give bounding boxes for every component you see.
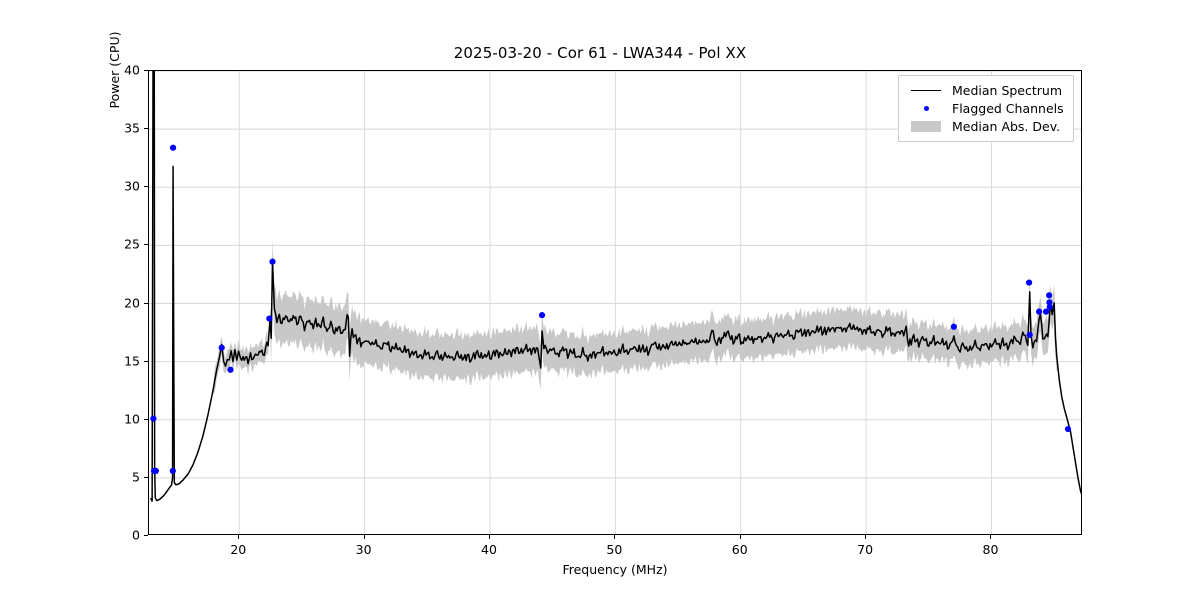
flagged-channel-point (1064, 425, 1072, 433)
x-tick-mark (865, 535, 867, 539)
x-tick-mark (363, 535, 365, 539)
legend: Median Spectrum Flagged Channels Median … (898, 75, 1074, 142)
x-tick-label: 70 (857, 542, 874, 557)
x-tick-label: 20 (230, 542, 247, 557)
x-tick-label: 50 (606, 542, 623, 557)
legend-line-icon (906, 89, 946, 91)
y-tick-label: 5 (132, 469, 140, 485)
flagged-channel-point (1026, 331, 1033, 338)
x-tick-label: 60 (731, 542, 748, 557)
flagged-channel-point (1042, 308, 1050, 315)
x-tick-mark (739, 535, 741, 539)
flagged-channel-point (1025, 279, 1033, 286)
flagged-channel-point (538, 312, 546, 319)
flagged-channel-point (1046, 299, 1053, 306)
x-tick-label: 30 (355, 542, 372, 557)
flagged-channel-point (266, 315, 273, 322)
x-tick-mark (990, 535, 992, 539)
legend-label: Median Spectrum (952, 82, 1063, 98)
y-axis-label: Power (CPU) (107, 31, 122, 109)
flagged-channel-point (150, 415, 157, 422)
plot-svg (149, 71, 1081, 534)
flagged-channel-point (269, 258, 276, 265)
flagged-channel-point (1046, 303, 1053, 311)
flagged-channel-point (950, 323, 957, 330)
flagged-channel-point (169, 467, 176, 474)
y-tick-mark (144, 535, 148, 536)
x-tick-mark (238, 535, 240, 539)
y-tick-label: 0 (132, 527, 140, 543)
x-tick-label: 80 (982, 542, 999, 557)
legend-item-median-abs-dev: Median Abs. Dev. (906, 117, 1066, 135)
legend-label: Median Abs. Dev. (952, 118, 1061, 134)
legend-dot-icon (906, 105, 946, 111)
flagged-channel-point (1046, 292, 1053, 299)
x-tick-mark (489, 535, 490, 539)
legend-label: Flagged Channels (952, 100, 1064, 116)
x-axis-label: Frequency (MHz) (562, 562, 668, 577)
legend-item-median-spectrum: Median Spectrum (906, 81, 1066, 99)
flagged-channel-markers (150, 144, 1072, 474)
y-tick-label: 40 (124, 62, 140, 78)
page-title: 2025-03-20 - Cor 61 - LWA344 - Pol XX (453, 44, 747, 62)
flagged-channel-point (218, 344, 225, 351)
y-tick-label: 30 (124, 178, 140, 194)
x-tick-label: 40 (481, 542, 497, 557)
y-tick-label: 10 (124, 411, 140, 427)
median-spectrum-line (150, 71, 1081, 502)
flagged-channel-point (227, 366, 234, 373)
legend-patch-icon (906, 120, 946, 132)
y-tick-label: 25 (124, 236, 140, 252)
plot-area (148, 70, 1082, 535)
x-tick-mark (614, 535, 616, 539)
legend-item-flagged-channels: Flagged Channels (906, 99, 1066, 117)
flagged-channel-point (1036, 308, 1043, 315)
y-tick-label: 20 (124, 295, 140, 310)
flagged-channel-point (169, 144, 177, 151)
y-tick-label: 35 (124, 120, 140, 136)
y-tick-label: 15 (124, 353, 140, 369)
flagged-channel-point (152, 467, 159, 474)
